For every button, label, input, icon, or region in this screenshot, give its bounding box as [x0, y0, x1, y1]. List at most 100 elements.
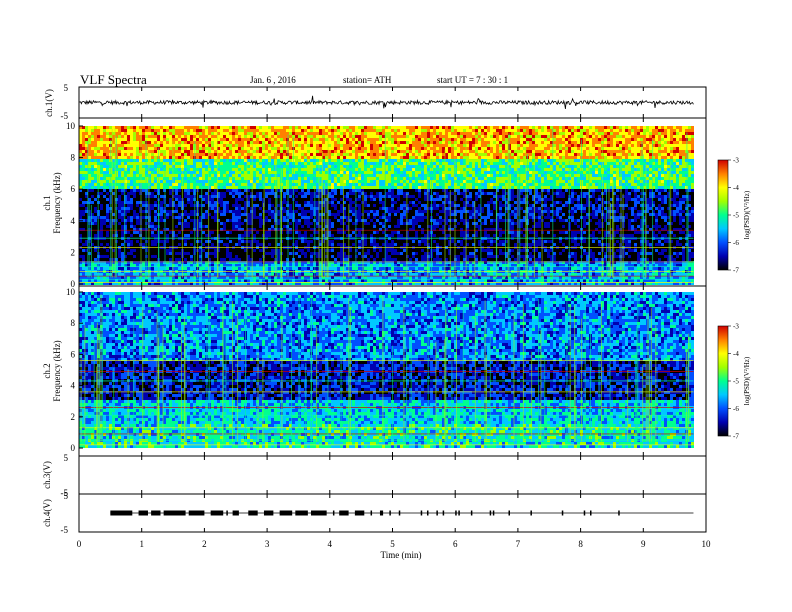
- spectrogram-cell: [475, 141, 478, 144]
- spectrogram-cell: [499, 165, 502, 168]
- spectrogram-cell: [517, 141, 520, 144]
- spectrogram-cell: [130, 153, 133, 156]
- spectrogram-cell: [661, 177, 664, 180]
- spectrogram-cell: [394, 174, 397, 177]
- spectrogram-cell: [406, 159, 409, 162]
- spectrogram-cell: [367, 144, 370, 147]
- spectrogram-cell: [301, 171, 304, 174]
- spectrogram-cell: [484, 126, 487, 129]
- spectrogram-cell: [400, 135, 403, 138]
- spectrogram-cell: [187, 141, 190, 144]
- spectrogram-cell: [151, 171, 154, 174]
- spectrogram-cell: [490, 180, 493, 183]
- spectrogram-cell: [151, 150, 154, 153]
- spectrogram-cell: [154, 129, 157, 132]
- spectrogram-cell: [256, 156, 259, 159]
- spectrogram-cell: [334, 135, 337, 138]
- spectrogram-cell: [673, 177, 676, 180]
- spectrogram-cell: [658, 183, 661, 186]
- spectrogram-cell: [589, 132, 592, 135]
- spectrogram-cell: [85, 126, 88, 129]
- spectrogram-cell: [304, 177, 307, 180]
- ch1-waveform-trace: [79, 96, 693, 109]
- spectrogram-cell: [205, 138, 208, 141]
- spectrogram-cell: [232, 153, 235, 156]
- spectrogram-cell: [127, 186, 130, 189]
- spectrogram-cell: [649, 180, 652, 183]
- spectrogram-cell: [577, 129, 580, 132]
- spectrogram-cell: [106, 186, 109, 189]
- spectrogram-cell: [529, 135, 532, 138]
- spectrogram-cell: [124, 159, 127, 162]
- spectrogram-cell: [223, 168, 226, 171]
- spectrogram-cell: [622, 180, 625, 183]
- spectrogram-cell: [400, 141, 403, 144]
- spectrogram-cell: [556, 168, 559, 171]
- spectrogram-cell: [280, 126, 283, 129]
- spectrogram-cell: [376, 138, 379, 141]
- spectrogram-cell: [184, 168, 187, 171]
- spectrogram-cell: [103, 162, 106, 165]
- spectrogram-cell: [673, 141, 676, 144]
- spectrogram-cell: [232, 147, 235, 150]
- spectrogram-cell: [85, 138, 88, 141]
- spectrogram-cell: [88, 186, 91, 189]
- spectrogram-cell: [433, 126, 436, 129]
- spectrogram-cell: [562, 168, 565, 171]
- spectrogram-cell: [154, 174, 157, 177]
- spectrogram-cell: [535, 156, 538, 159]
- spectrogram-cell: [637, 147, 640, 150]
- spectrogram-cell: [151, 180, 154, 183]
- spectrogram-cell: [373, 156, 376, 159]
- spectrogram-cell: [196, 138, 199, 141]
- spectrogram-cell: [415, 180, 418, 183]
- spectrogram-cell: [310, 168, 313, 171]
- spectrogram-cell: [151, 159, 154, 162]
- spectrogram-cell: [574, 129, 577, 132]
- spectrogram-cell: [238, 150, 241, 153]
- spectrogram-cell: [379, 132, 382, 135]
- spectrogram-cell: [91, 171, 94, 174]
- spectrogram-cell: [331, 144, 334, 147]
- spectrogram-cell: [244, 141, 247, 144]
- spectrogram-cell: [637, 183, 640, 186]
- spectrogram-cell: [121, 135, 124, 138]
- spectrogram-cell: [499, 138, 502, 141]
- spectrogram-cell: [127, 132, 130, 135]
- spectrogram-cell: [295, 153, 298, 156]
- spectrogram-cell: [265, 162, 268, 165]
- spectrogram-cell: [373, 180, 376, 183]
- spectrogram-cell: [367, 168, 370, 171]
- spectrogram-cell: [397, 168, 400, 171]
- spectrogram-cell: [289, 183, 292, 186]
- spectrogram-cell: [202, 183, 205, 186]
- spectrogram-cell: [631, 126, 634, 129]
- spectrogram-cell: [448, 135, 451, 138]
- spectrogram-cell: [94, 150, 97, 153]
- spectrogram-cell: [574, 153, 577, 156]
- spectrogram-cell: [439, 174, 442, 177]
- spectrogram-cell: [373, 162, 376, 165]
- spectrogram-cell: [382, 177, 385, 180]
- spectrogram-cell: [223, 138, 226, 141]
- spectrogram-cell: [469, 144, 472, 147]
- spectrogram-cell: [535, 135, 538, 138]
- spectrogram-cell: [169, 129, 172, 132]
- spectrogram-cell: [178, 168, 181, 171]
- spectrogram-cell: [166, 156, 169, 159]
- spectrogram-cell: [283, 162, 286, 165]
- spectrogram-cell: [565, 159, 568, 162]
- spectrogram-cell: [190, 186, 193, 189]
- spectrogram-cell: [631, 162, 634, 165]
- spectrogram-cell: [214, 180, 217, 183]
- spectrogram-cell: [406, 177, 409, 180]
- spectrogram-cell: [388, 147, 391, 150]
- spectrogram-cell: [562, 135, 565, 138]
- spectrogram-cell: [481, 171, 484, 174]
- spectrogram-cell: [412, 132, 415, 135]
- spectrogram-cell: [127, 135, 130, 138]
- spectrogram-cell: [382, 162, 385, 165]
- spectrogram-cell: [253, 138, 256, 141]
- spectrogram-cell: [499, 180, 502, 183]
- spectrogram-cell: [436, 144, 439, 147]
